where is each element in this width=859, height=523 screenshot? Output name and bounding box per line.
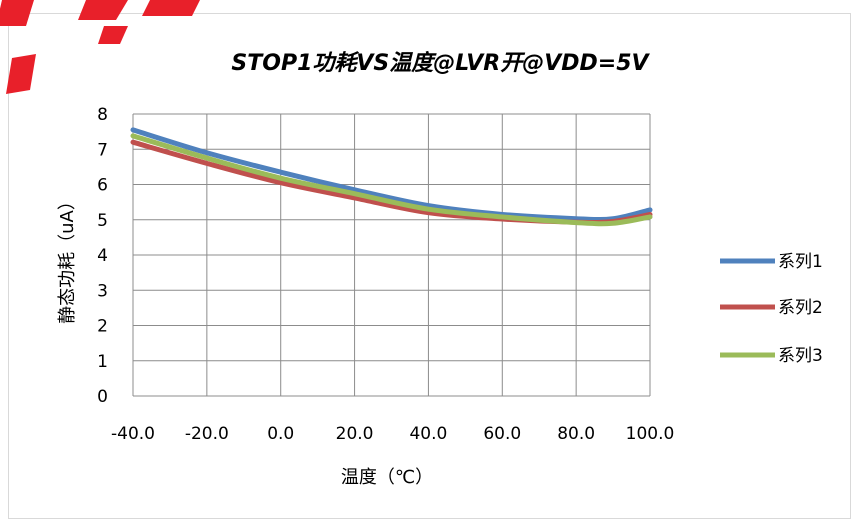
corner-mark-2 [78, 0, 128, 20]
y-tick-label-0: 0 [97, 387, 108, 407]
y-axis-label: 静态功耗（uA） [57, 192, 78, 324]
legend-label-3: 系列3 [778, 346, 823, 366]
y-tick-label-1: 1 [97, 352, 108, 372]
chart-title: STOP1功耗VS温度@LVR开@VDD=5V [231, 50, 650, 76]
corner-decoration [0, 0, 200, 94]
corner-mark-3 [142, 0, 200, 16]
y-tick-labels: 0 1 2 3 4 5 6 7 8 [97, 105, 108, 407]
x-tick-label-1: -20.0 [185, 424, 229, 444]
x-tick-label-0: -40.0 [111, 424, 155, 444]
x-tick-label-3: 20.0 [336, 424, 374, 444]
chart-border [8, 13, 851, 519]
y-tick-label-7: 7 [97, 140, 108, 160]
x-tick-label-4: 40.0 [409, 424, 447, 444]
legend-label-2: 系列2 [778, 298, 823, 318]
y-tick-label-2: 2 [97, 317, 108, 337]
series-line-3 [130, 133, 653, 227]
y-tick-label-4: 4 [97, 246, 108, 266]
corner-mark-4 [6, 54, 36, 94]
corner-mark-5 [98, 26, 128, 44]
x-axis-label: 温度（℃） [341, 467, 433, 488]
y-tick-label-6: 6 [97, 176, 108, 196]
legend-label-1: 系列1 [778, 252, 823, 272]
x-tick-label-5: 60.0 [483, 424, 521, 444]
corner-mark-1 [0, 0, 34, 26]
legend: 系列1 系列2 系列3 [720, 252, 823, 366]
y-tick-label-5: 5 [97, 211, 108, 231]
x-tick-label-7: 100.0 [626, 424, 675, 444]
series-lines [130, 127, 653, 227]
x-tick-label-2: 0.0 [267, 424, 294, 444]
series-line-1 [130, 127, 653, 223]
x-tick-label-6: 80.0 [557, 424, 595, 444]
y-tick-label-8: 8 [97, 105, 108, 125]
y-tick-label-3: 3 [97, 281, 108, 301]
x-tick-labels: -40.0 -20.0 0.0 20.0 40.0 60.0 80.0 100.0 [111, 424, 674, 444]
